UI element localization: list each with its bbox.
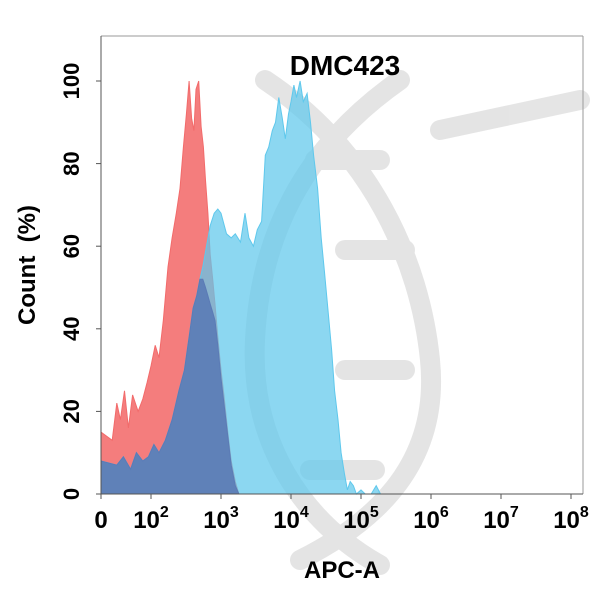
- plot-frame: [100, 35, 584, 495]
- chart-title: DMC423: [290, 50, 400, 81]
- y-tick-label: 20: [59, 399, 84, 423]
- y-tick-label: 40: [59, 317, 84, 341]
- x-axis-title: APC-A: [304, 557, 380, 584]
- y-tick-label: 60: [59, 234, 84, 258]
- x-tick-label: 105: [343, 504, 379, 534]
- y-tick-label: 100: [59, 63, 84, 100]
- y-tick-label: 0: [59, 488, 84, 500]
- x-tick-label: 104: [273, 504, 309, 534]
- x-tick-label: 107: [483, 504, 519, 534]
- y-axis-ticks: 0 20 40 60 80 100: [59, 63, 101, 500]
- x-tick-label: 103: [203, 504, 239, 534]
- x-tick-label: 0: [94, 507, 107, 534]
- histogram-series-3: [100, 278, 240, 495]
- y-tick-label: 80: [59, 151, 84, 175]
- x-tick-label: 108: [553, 504, 589, 534]
- x-tick-label: 102: [133, 504, 169, 534]
- histogram-series-layer: [100, 80, 389, 495]
- x-tick-label: 106: [413, 504, 449, 534]
- y-axis-title: Count (%): [14, 205, 41, 325]
